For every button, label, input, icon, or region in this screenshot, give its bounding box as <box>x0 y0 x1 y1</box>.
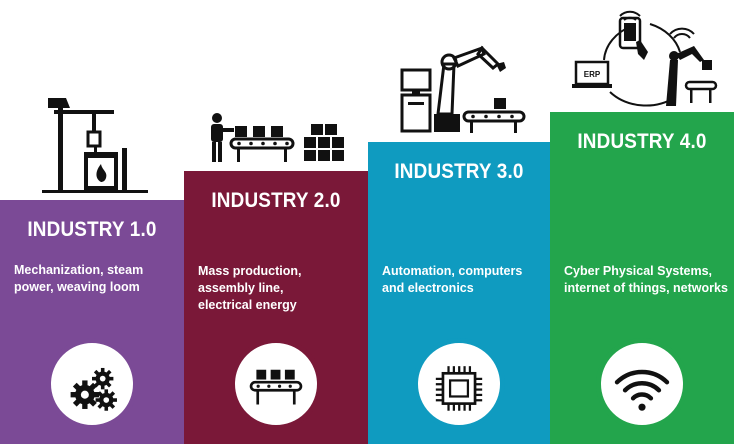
conveyor-icon <box>230 338 322 430</box>
erp-label: ERP <box>584 70 601 79</box>
industry-2-description: Mass production, assembly line, electric… <box>198 264 302 312</box>
cyber-physical-illustration: ERP <box>572 10 718 107</box>
industry-1-description: Mechanization, steam power, weaving loom <box>14 263 144 294</box>
industry-4-description: Cyber Physical Systems, internet of thin… <box>564 264 728 295</box>
wifi-icon <box>596 338 688 430</box>
industry-3-title: INDUSTRY 3.0 <box>394 160 524 183</box>
industry-1-title: INDUSTRY 1.0 <box>27 218 157 241</box>
steam-engine-illustration <box>42 98 148 193</box>
gears-icon <box>46 338 138 430</box>
factory-robot-illustration <box>400 45 526 133</box>
assembly-line-illustration <box>211 113 344 162</box>
industry-3-description: Automation, computers and electronics <box>382 264 523 295</box>
industry-4-title: INDUSTRY 4.0 <box>577 130 707 153</box>
chip-icon <box>413 338 505 430</box>
industry-2-title: INDUSTRY 2.0 <box>211 189 341 212</box>
